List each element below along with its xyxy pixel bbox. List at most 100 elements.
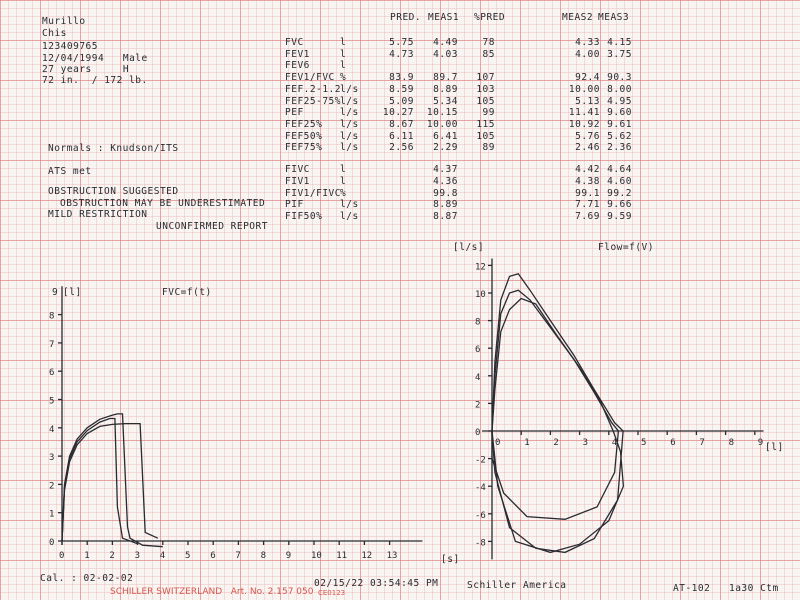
param-meas3: 8.00 [607, 83, 632, 95]
param-name: FEF25-75% [285, 95, 341, 107]
param-unit: l [340, 60, 347, 72]
header-pct-pred: %PRED [474, 12, 506, 23]
fv-y-tick-label: 8 [475, 318, 480, 328]
insp-param-name: FIV1/FIVC [285, 187, 341, 199]
normals-note: Normals : Knudson/ITS [48, 143, 179, 154]
param-meas1: 4.03 [433, 48, 458, 60]
vt-x-tick-label: 10 [311, 551, 322, 561]
fv-x-tick-label: 9 [758, 438, 763, 448]
vt-xlabel: [s] [441, 554, 460, 565]
header-meas2: MEAS2 [562, 12, 594, 23]
insp-param-name: FIF50% [285, 211, 323, 223]
vt-y-tick-label: 5 [49, 397, 54, 407]
param-name: FEV6 [285, 60, 310, 72]
fv-ylabel: [l/s] [453, 242, 485, 253]
fv-y-tick-label: -6 [475, 511, 486, 521]
param-pct: 78 [482, 37, 495, 48]
fv-title: Flow=f(V) [598, 242, 654, 253]
param-unit: l/s [340, 95, 359, 107]
fv-y-tick-label: 10 [475, 290, 486, 300]
vt-x-tick-label: 13 [387, 551, 398, 561]
insp-param-meas3: 99.2 [607, 187, 632, 199]
param-pred: 5.75 [389, 37, 414, 48]
fv-y-tick-label: -2 [475, 456, 486, 466]
param-meas1: 89.7 [433, 72, 458, 84]
insp-param-name: FIV1 [285, 175, 310, 187]
header-meas3: MEAS3 [598, 12, 630, 23]
patient-height-weight: 72 in. / 172 lb. [42, 75, 148, 86]
param-pct: 107 [476, 72, 495, 84]
interpretation-obstruction: OBSTRUCTION SUGGESTED [48, 186, 179, 197]
insp-param-meas2: 4.38 [575, 175, 600, 187]
insp-param-meas1: 8.87 [433, 211, 458, 223]
param-pred: 2.56 [389, 142, 414, 154]
interpretation-restriction: MILD RESTRICTION [48, 209, 148, 220]
vt-y-label-9: 9 [52, 287, 59, 298]
param-pred: 6.11 [389, 130, 414, 142]
param-meas1: 8.89 [433, 83, 458, 95]
insp-param-meas2: 99.1 [575, 187, 600, 199]
vt-x-tick-label: 3 [135, 551, 140, 561]
patient-age: 27 years H [42, 64, 130, 75]
fv-y-tick-label: 2 [475, 400, 480, 410]
param-unit: l [340, 37, 347, 48]
vt-x-tick-label: 7 [235, 551, 240, 561]
insp-param-unit: l [340, 175, 347, 187]
fv-y-tick-label: 12 [475, 262, 486, 272]
param-pred: 8.67 [389, 118, 414, 130]
param-meas2: 5.13 [575, 95, 600, 107]
fv-y-tick-label: 4 [475, 373, 480, 383]
param-meas1: 6.41 [433, 130, 458, 142]
insp-param-name: FIVC [285, 164, 310, 175]
param-name: FEF50% [285, 130, 323, 142]
vt-y-tick-label: 8 [49, 312, 54, 322]
param-unit: % [340, 72, 347, 84]
header-meas1: MEAS1 [428, 12, 460, 23]
insp-param-meas1: 8.89 [433, 199, 458, 211]
param-pct: 105 [476, 95, 495, 107]
vt-x-tick-label: 9 [286, 551, 291, 561]
param-meas3: 5.62 [607, 130, 632, 142]
insp-param-meas2: 4.42 [575, 164, 600, 175]
vt-y-tick-label: 1 [49, 510, 54, 520]
vt-series-3 [61, 422, 159, 542]
param-name: PEF [285, 107, 304, 119]
param-meas2: 4.00 [575, 48, 600, 60]
vt-ylabel: [l] [63, 287, 82, 298]
company-name: Schiller America [467, 580, 567, 591]
param-pct: 85 [482, 48, 495, 60]
param-pct: 105 [476, 130, 495, 142]
insp-param-meas2: 7.69 [575, 211, 600, 223]
vt-x-tick-label: 8 [261, 551, 266, 561]
insp-param-meas3: 9.66 [607, 199, 632, 211]
param-meas3: 3.75 [607, 48, 632, 60]
param-pct: 99 [482, 107, 495, 119]
param-unit: l/s [340, 107, 359, 119]
param-meas1: 10.00 [426, 118, 458, 130]
param-meas3: 2.36 [607, 142, 632, 154]
param-name: FEF25% [285, 118, 323, 130]
param-pct: 103 [476, 83, 495, 95]
insp-param-meas3: 4.60 [607, 175, 632, 187]
param-meas2: 10.00 [568, 83, 600, 95]
param-unit: l/s [340, 83, 359, 95]
vt-x-tick-label: 0 [59, 551, 64, 561]
insp-param-unit: l/s [340, 211, 359, 223]
fv-x-tick-label: 5 [641, 438, 646, 448]
interpretation-underestimated: OBSTRUCTION MAY BE UNDERESTIMATED [60, 198, 266, 209]
test-datetime: 02/15/22 03:54:45 PM [314, 578, 439, 589]
param-pred: 10.27 [382, 107, 414, 119]
vt-y-tick-label: 0 [49, 538, 54, 548]
patient-id: 123409765 [42, 41, 98, 52]
param-meas2: 10.92 [568, 118, 600, 130]
vt-x-tick-label: 4 [160, 551, 165, 561]
vt-x-tick-label: 6 [210, 551, 215, 561]
device-id: AT-102 1a30 Ctm [673, 583, 779, 594]
vt-series-2 [61, 417, 138, 545]
param-meas3: 90.3 [607, 72, 632, 84]
insp-param-meas1: 99.8 [433, 187, 458, 199]
insp-param-meas2: 7.71 [575, 199, 600, 211]
